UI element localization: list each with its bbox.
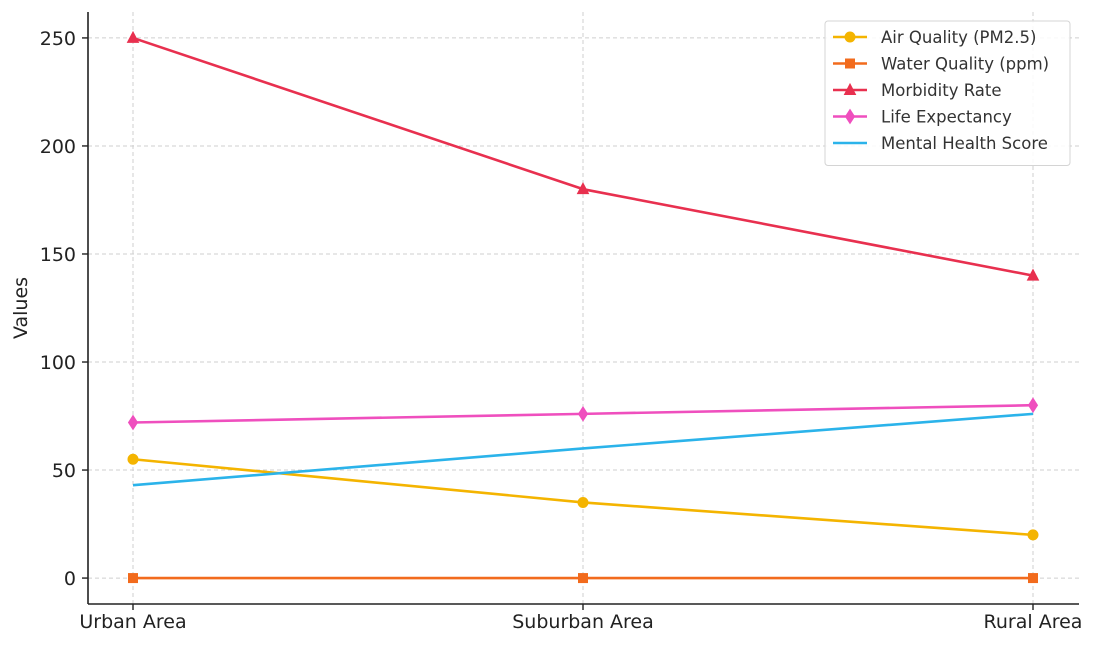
legend-marker bbox=[845, 58, 855, 69]
legend: Air Quality (PM2.5) Water Quality (ppm) Mo… bbox=[824, 20, 1071, 166]
data-point-square bbox=[128, 573, 138, 584]
legend-marker bbox=[844, 108, 856, 125]
series-mental-health-score bbox=[132, 412, 1034, 487]
legend-marker bbox=[843, 82, 857, 95]
data-point-circle bbox=[1027, 529, 1039, 541]
series-water-quality-ppm bbox=[128, 573, 1038, 584]
y-tick-label: 0 bbox=[64, 568, 76, 590]
legend-item: Mental Health Score bbox=[833, 134, 1048, 153]
y-tick-label: 200 bbox=[40, 136, 76, 158]
data-point-diamond bbox=[577, 405, 589, 422]
y-tick-label: 150 bbox=[40, 244, 76, 266]
series-morbidity-rate bbox=[126, 30, 1040, 281]
data-point-triangle bbox=[126, 30, 140, 43]
legend-item: Morbidity Rate bbox=[833, 81, 1002, 100]
legend-label: Life Expectancy bbox=[881, 108, 1012, 127]
data-point-square bbox=[578, 573, 588, 584]
legend-label: Air Quality (PM2.5) bbox=[881, 28, 1036, 47]
series-group bbox=[126, 30, 1040, 584]
x-tick-label: Rural Area bbox=[984, 611, 1083, 633]
data-point-triangle bbox=[576, 182, 590, 195]
data-point-diamond bbox=[127, 414, 139, 431]
legend-item: Water Quality (ppm) bbox=[833, 55, 1049, 74]
x-tick-label: Suburban Area bbox=[512, 611, 654, 633]
legend-item: Life Expectancy bbox=[833, 108, 1012, 127]
data-point-triangle bbox=[1026, 268, 1040, 281]
legend-label: Mental Health Score bbox=[881, 134, 1048, 153]
axes: 0 50 100 150 200 250 Urban Area Suburban Area Ru… bbox=[10, 12, 1082, 633]
y-tick-label: 250 bbox=[40, 28, 76, 50]
x-tick-label: Urban Area bbox=[79, 611, 186, 633]
series-life-expectancy bbox=[127, 397, 1039, 431]
data-point-diamond bbox=[1027, 397, 1039, 414]
data-point-circle bbox=[577, 496, 589, 508]
legend-label: Morbidity Rate bbox=[881, 81, 1002, 100]
y-axis-title: Values bbox=[10, 277, 32, 339]
legend-item: Air Quality (PM2.5) bbox=[833, 28, 1036, 47]
y-tick-label: 50 bbox=[52, 460, 76, 482]
data-point-square bbox=[1028, 573, 1038, 584]
series-line bbox=[132, 412, 1034, 487]
legend-box bbox=[824, 20, 1071, 166]
data-point-circle bbox=[127, 453, 139, 465]
y-tick-label: 100 bbox=[40, 352, 76, 374]
legend-marker bbox=[844, 31, 856, 43]
legend-label: Water Quality (ppm) bbox=[881, 55, 1049, 74]
